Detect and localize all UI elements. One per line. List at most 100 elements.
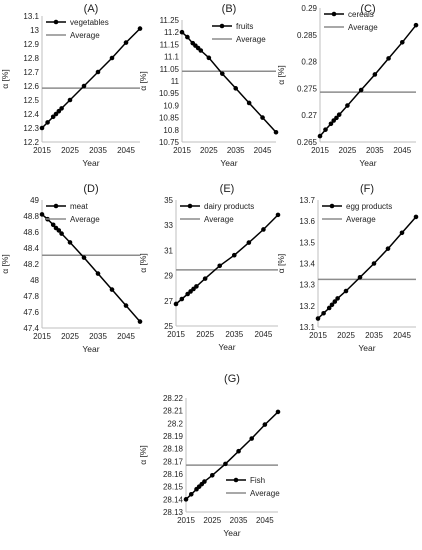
x-tick-label: 2015 [177,516,195,525]
data-point [372,72,378,77]
data-point [188,491,194,497]
chart-svg: (G) 28.13 28.14 28.15 28.16 28.17 28.18 28.19 28… [138,373,281,538]
panel-label: (D) [83,183,98,195]
data-point [185,34,190,40]
data-point [385,246,391,251]
data-point [399,230,405,236]
y-tick-label: 49 [30,196,39,205]
data-point [137,319,143,324]
legend-series-marker [331,11,337,17]
data-point [56,228,62,233]
x-tick-label: 2015 [309,331,327,340]
y-tick-label: 13.1 [299,323,315,332]
y-tick-label: 47.6 [23,308,39,317]
data-point [59,106,64,111]
data-point [217,263,223,269]
y-axis-title: α [%] [276,254,286,274]
data-point [39,212,45,217]
y-tick-label: 11.2 [164,28,180,37]
data-point [332,299,338,304]
legend-series-marker [329,203,335,209]
x-axis-title: Year [359,158,376,168]
y-tick-label: 27 [164,297,173,306]
chart-panel: (F) 13.1 13.2 13.3 13.4 13.5 13.6 13.7 2015 2025 2… [276,180,422,353]
chart-svg: (E) 25 27 29 31 33 35 2015 2025 2035 2045 Year α [%]… [138,183,281,352]
x-tick-label: 2015 [33,332,51,341]
y-axis-title: α [%] [138,445,148,465]
data-point [59,231,64,236]
x-tick-label: 2045 [255,330,273,339]
data-point [231,252,237,258]
data-point [109,55,115,61]
y-tick-label: 28.13 [163,508,184,517]
data-point [335,296,340,301]
data-point [236,448,241,454]
legend-series-label: Fish [250,476,265,485]
y-tick-label: 35 [164,196,173,205]
legend-average-label: Average [346,215,376,224]
x-tick-label: 2035 [230,516,248,525]
legend-series-marker [219,23,225,29]
y-tick-label: 28.21 [163,407,184,416]
data-point [329,302,335,308]
legend-series-label: vegetables [70,18,109,27]
chart-svg: (F) 13.1 13.2 13.3 13.4 13.5 13.6 13.7 2015 2025 2… [276,183,419,353]
data-point [357,274,363,280]
x-tick-label: 2035 [225,330,243,339]
y-tick-label: 12.7 [23,68,39,77]
data-point [275,212,281,218]
data-point [399,40,405,45]
y-tick-label: 28.22 [163,394,184,403]
data-point [246,240,252,245]
x-tick-label: 2045 [117,146,135,155]
y-tick-label: 12.4 [23,110,39,119]
y-axis-title: α [%] [0,69,10,89]
y-tick-label: 25 [164,322,173,331]
data-point [50,114,56,120]
legend-series-label: cereals [348,10,374,19]
data-point [202,479,207,484]
legend-series-label: egg products [346,202,392,211]
x-tick-label: 2045 [254,146,272,155]
legend-series-marker [233,477,239,483]
x-axis-title: Year [82,158,99,168]
x-axis-title: Year [220,158,237,168]
data-point [326,305,332,311]
data-point [81,255,87,260]
data-point [179,296,185,302]
x-tick-label: 2045 [117,332,135,341]
data-point [67,240,73,245]
data-point [67,97,73,103]
y-tick-label: 12.8 [23,54,39,63]
y-tick-label: 13.6 [299,217,315,226]
chart-svg: (C) 0.265 0.27 0.275 0.28 0.285 0.29 2015 2025 20… [276,3,419,168]
data-point [123,40,129,45]
legend-series-label: meat [70,202,89,211]
y-tick-label: 10.8 [163,126,179,135]
data-point [50,222,56,228]
y-tick-label: 0.28 [301,58,317,67]
x-tick-label: 2025 [61,332,79,341]
data-point [123,303,129,308]
data-point [81,83,87,89]
y-tick-label: 12.2 [23,138,39,147]
data-point [321,310,326,316]
chart-panel: (G) 28.13 28.14 28.15 28.16 28.17 28.18 28.19 28… [138,370,288,540]
x-tick-label: 2045 [256,516,274,525]
y-tick-label: 31 [164,246,173,255]
chart-panel: (E) 25 27 29 31 33 35 2015 2025 2035 2045 Year α [%]… [138,180,288,352]
x-tick-label: 2025 [196,330,214,339]
y-axis-title: α [%] [138,253,148,273]
y-tick-label: 10.85 [159,114,180,123]
x-tick-label: 2045 [393,146,411,155]
data-point [202,276,208,281]
data-point [183,497,189,502]
y-tick-label: 11 [171,77,180,86]
data-point [249,436,255,441]
y-tick-label: 48.2 [23,260,39,269]
chart-svg: (B) 10.75 10.8 10.85 10.9 10.95 11 11.05 11.1 11.… [138,3,279,168]
data-point [328,121,334,127]
y-tick-label: 11.25 [160,16,180,25]
legend-series-label: fruits [236,22,253,31]
